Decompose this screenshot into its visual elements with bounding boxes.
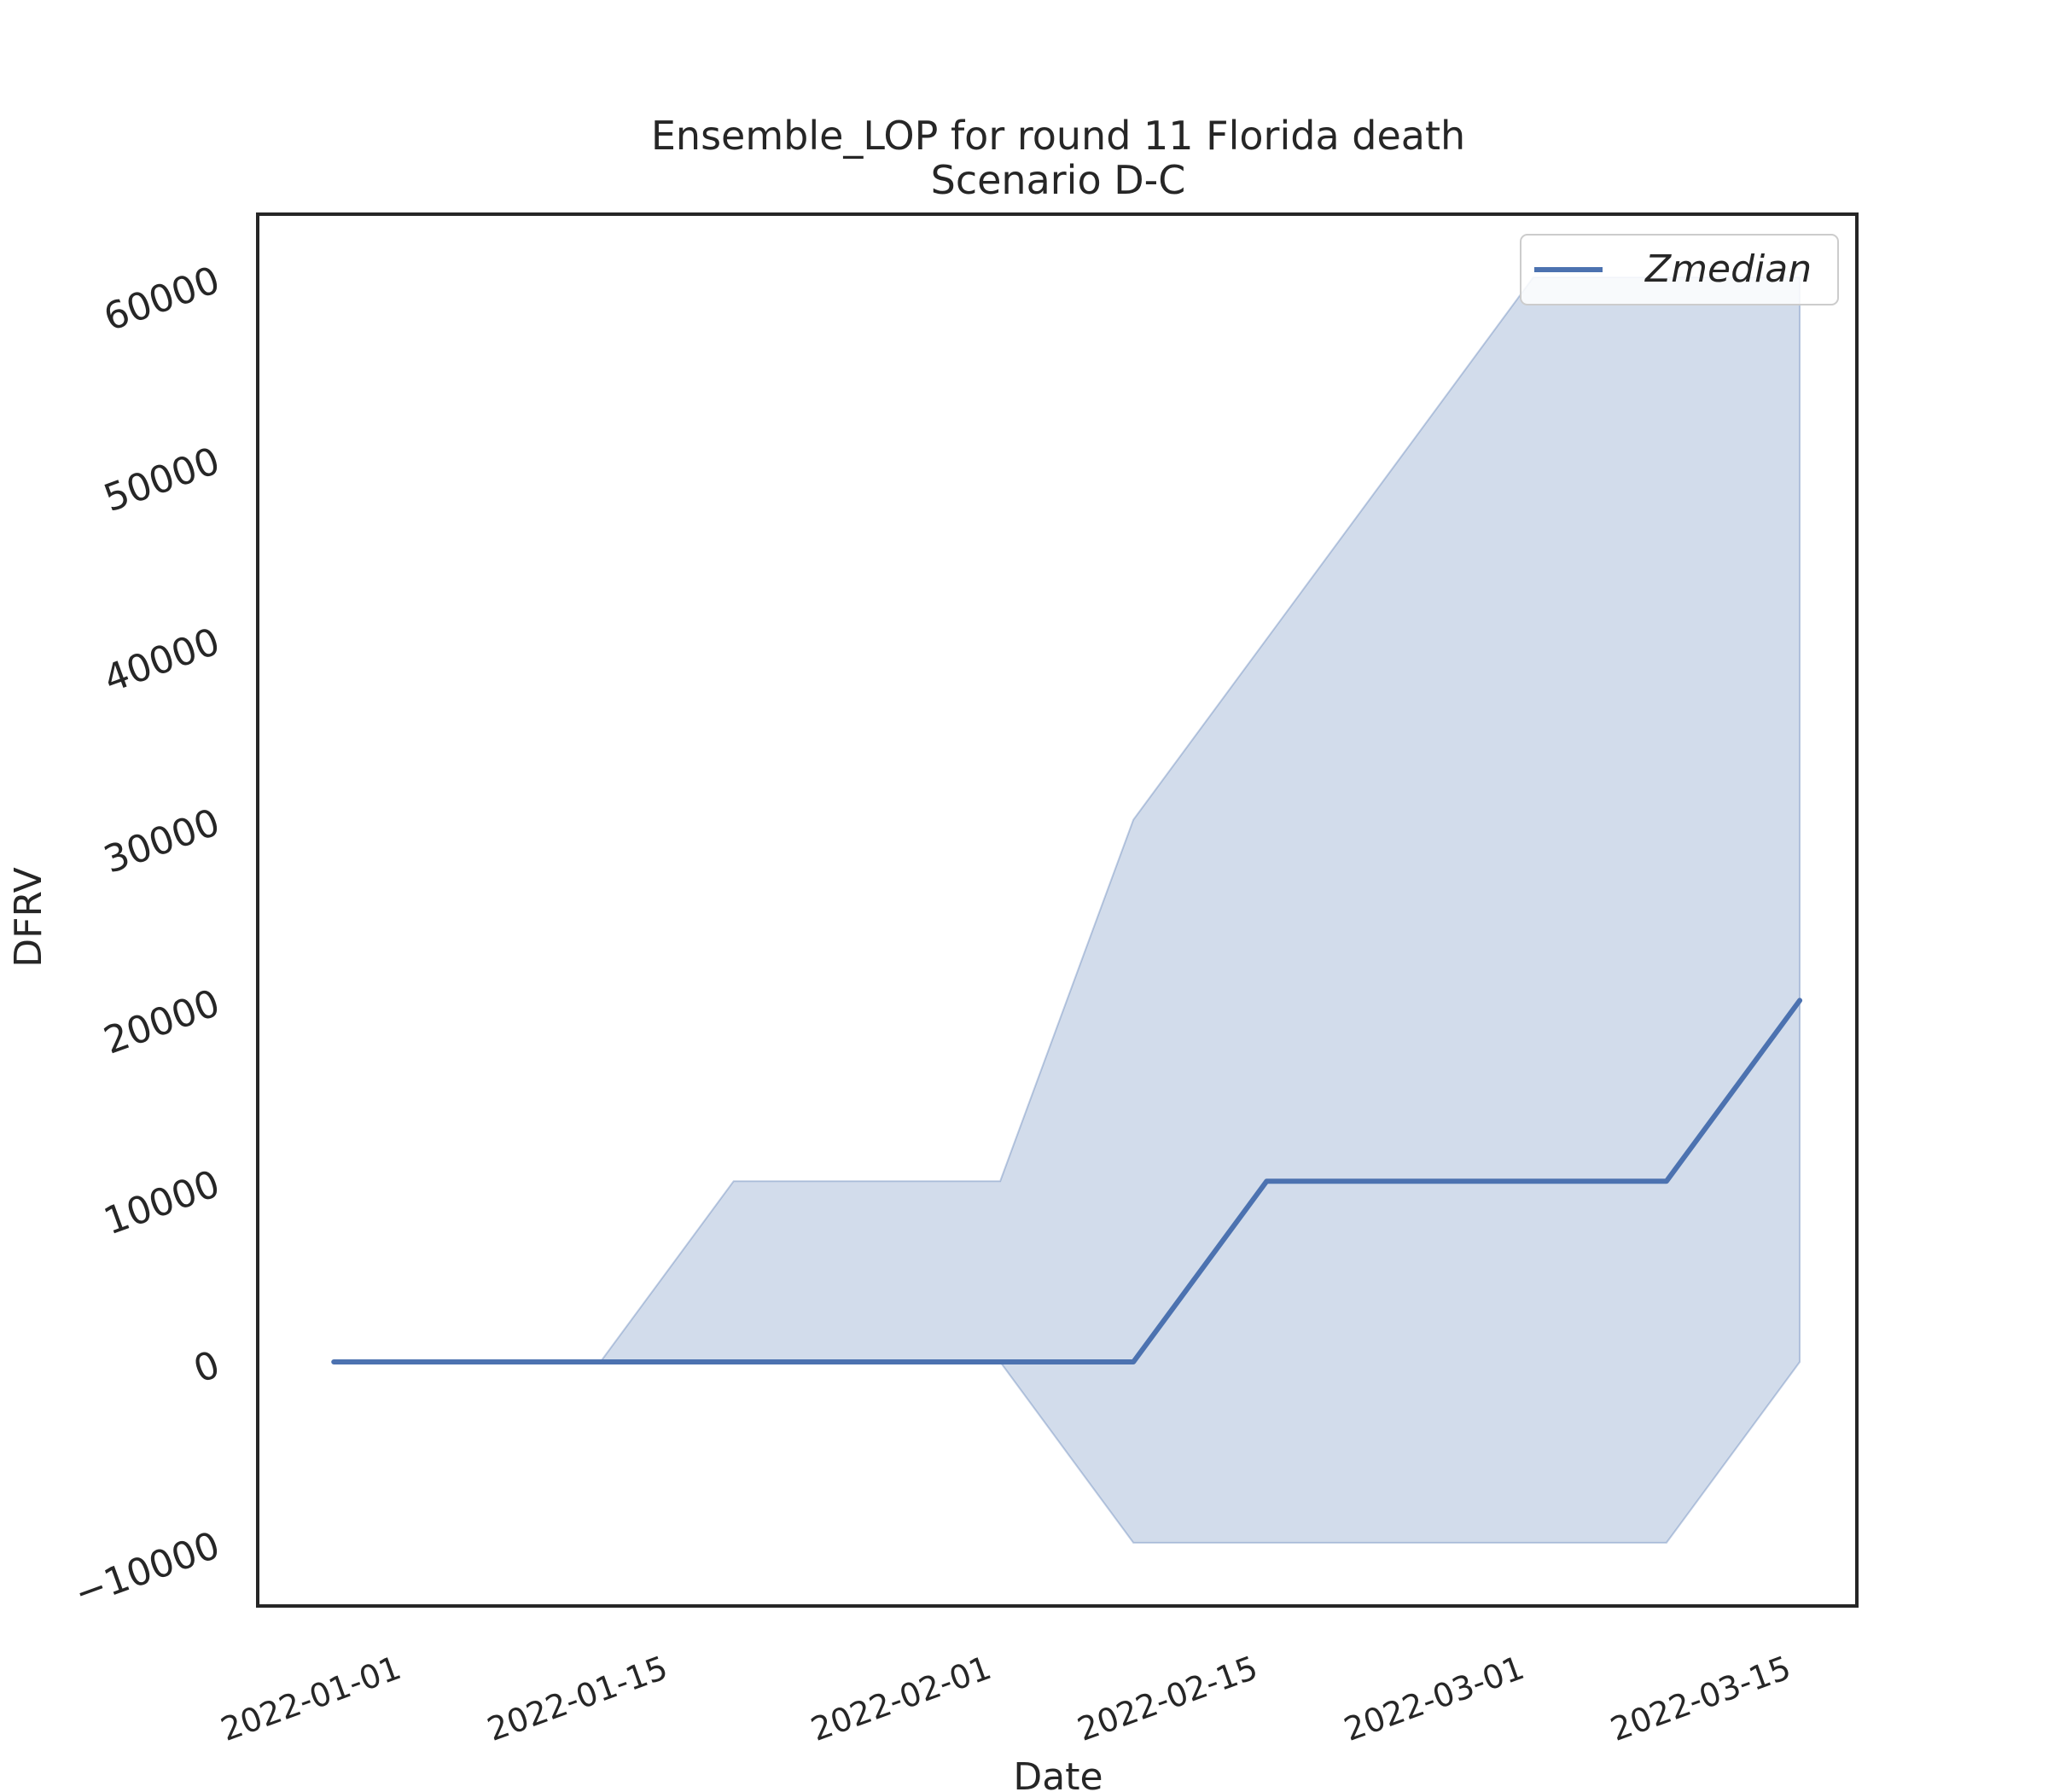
chart-subtitle: Scenario D-C (931, 157, 1186, 203)
legend-box (1520, 234, 1839, 305)
x-tick-label: 2022-02-01 (806, 1649, 997, 1748)
x-tick-label: 2022-03-01 (1339, 1649, 1529, 1748)
x-tick-label: 2022-03-15 (1606, 1649, 1796, 1748)
y-axis-label: DFRV (7, 867, 50, 967)
x-tick-label: 2022-02-15 (1073, 1649, 1263, 1748)
plot-frame (256, 212, 1859, 1608)
y-tick-label: 50000 (98, 439, 225, 521)
x-axis-ticks: 2022-01-01 2022-01-15 2022-02-01 2022-02-15… (216, 1649, 1795, 1748)
confidence-band (334, 276, 1801, 1544)
y-tick-label: 10000 (98, 1162, 225, 1244)
plot-area (331, 276, 1803, 1544)
y-tick-label: 0 (188, 1342, 225, 1392)
y-tick-label: 20000 (98, 981, 225, 1063)
x-tick-label: 2022-01-15 (482, 1649, 672, 1748)
x-tick-label: 2022-01-01 (216, 1649, 406, 1748)
y-tick-label: 30000 (98, 800, 225, 882)
x-axis-label: Date (1013, 1755, 1103, 1792)
legend: Zmedian (1520, 234, 1839, 305)
y-tick-label: 40000 (98, 620, 225, 701)
y-axis-ticks: −10000 0 10000 20000 30000 40000 50000 60000 (69, 259, 226, 1616)
legend-label: Zmedian (1644, 247, 1812, 291)
chart-title: Ensemble_LOP for round 11 Florida death (651, 113, 1465, 159)
y-tick-label: 60000 (98, 259, 225, 340)
series-line-zmedian (331, 998, 1803, 1364)
y-tick-label: −10000 (69, 1523, 226, 1615)
